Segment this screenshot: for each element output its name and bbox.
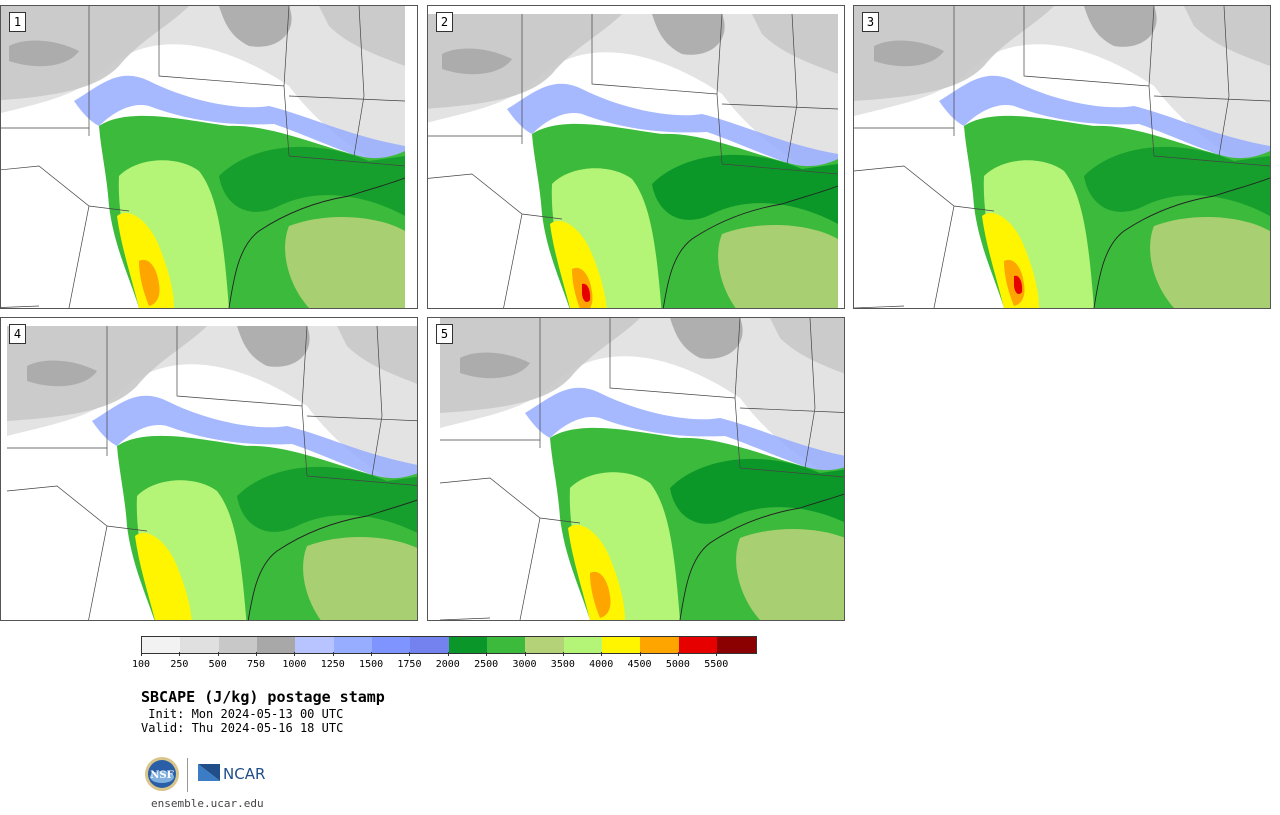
colorbar-tick-label: 1750 (397, 659, 422, 670)
colorbar-tick-label: 100 (131, 659, 151, 670)
colorbar-tick-label: 1500 (359, 659, 384, 670)
colorbar-swatch (372, 637, 411, 653)
colorbar-swatch (333, 637, 373, 653)
postage-stamp-panel-2: 2 (427, 5, 845, 309)
colorbar-swatch (142, 637, 181, 653)
colorbar-tick-label: 5500 (704, 659, 729, 670)
colorbar-tick-label: 4000 (589, 659, 614, 670)
ncar-logo-icon: NCAR (198, 764, 265, 783)
colorbar-swatch (257, 637, 296, 653)
plot-title: SBCAPE (J/kg) postage stamp (141, 688, 385, 706)
colorbar-swatch (640, 637, 679, 653)
colorbar-tickmark (409, 652, 411, 656)
colorbar-tickmark (217, 652, 219, 656)
logo-group: NSF NCAR (144, 756, 284, 796)
sbcape-map-1 (1, 6, 417, 308)
colorbar-swatch (448, 637, 488, 653)
panel-number: 4 (9, 324, 26, 344)
colorbar-tick-label: 2000 (435, 659, 460, 670)
colorbar-swatch (678, 637, 718, 653)
colorbar-tick-label: 3000 (512, 659, 537, 670)
svg-text:NCAR: NCAR (223, 765, 265, 783)
colorbar-tickmark (294, 652, 296, 656)
postage-stamp-panel-3: 3 (853, 5, 1271, 309)
postage-stamp-panel-4: 4 (0, 317, 418, 621)
panel-number: 5 (436, 324, 453, 344)
colorbar-tickmark (562, 652, 564, 656)
colorbar-tickmark (179, 652, 181, 656)
colorbar-swatch (525, 637, 564, 653)
colorbar-tick-labels: 100 250 500 750 1000 1250 1500 1750 2000 2500 3000… (0, 652, 1280, 671)
sbcape-map-3 (854, 6, 1270, 308)
colorbar-tick-label: 1000 (282, 659, 307, 670)
colorbar-tickmark (601, 652, 603, 656)
nsf-logo-icon: NSF (145, 757, 179, 791)
colorbar-tickmark (256, 652, 258, 656)
colorbar-swatch (487, 637, 526, 653)
colorbar-tickmark (716, 652, 718, 656)
colorbar-tick-label: 250 (170, 659, 189, 670)
postage-stamp-panel-1: 1 (0, 5, 418, 309)
svg-text:NSF: NSF (150, 770, 173, 781)
colorbar (141, 636, 757, 654)
colorbar-tick-label: 3500 (550, 659, 575, 670)
sbcape-map-4 (1, 318, 417, 620)
postage-stamp-panel-5: 5 (427, 317, 845, 621)
colorbar-swatch (295, 637, 334, 653)
colorbar-tick-label: 1250 (320, 659, 345, 670)
colorbar-tickmark (332, 652, 334, 656)
colorbar-tick-label: 5000 (665, 659, 690, 670)
colorbar-swatch (218, 637, 258, 653)
colorbar-tickmark (639, 652, 641, 656)
sbcape-map-2 (428, 6, 844, 308)
colorbar-tickmark (524, 652, 526, 656)
init-time: Init: Mon 2024-05-13 00 UTC (141, 707, 344, 721)
colorbar-tickmark (447, 652, 449, 656)
colorbar-tick-label: 500 (208, 659, 227, 670)
panel-number: 1 (9, 12, 26, 32)
colorbar-tickmark (141, 652, 142, 656)
sbcape-map-5 (428, 318, 844, 620)
valid-time: Valid: Thu 2024-05-16 18 UTC (141, 721, 344, 735)
panel-number: 3 (862, 12, 879, 32)
colorbar-swatch (563, 637, 603, 653)
colorbar-swatch (602, 637, 641, 653)
colorbar-tick-label: 2500 (474, 659, 499, 670)
logo-divider (187, 758, 188, 792)
colorbar-tickmark (677, 652, 679, 656)
colorbar-tickmark (486, 652, 488, 656)
colorbar-tick-label: 750 (247, 659, 266, 670)
panel-number: 2 (436, 12, 453, 32)
colorbar-tick-label: 4500 (627, 659, 652, 670)
colorbar-swatch (410, 637, 449, 653)
colorbar-tickmark (371, 652, 373, 656)
website-url: ensemble.ucar.edu (151, 797, 264, 810)
colorbar-swatch (717, 637, 756, 653)
colorbar-swatch (180, 637, 219, 653)
